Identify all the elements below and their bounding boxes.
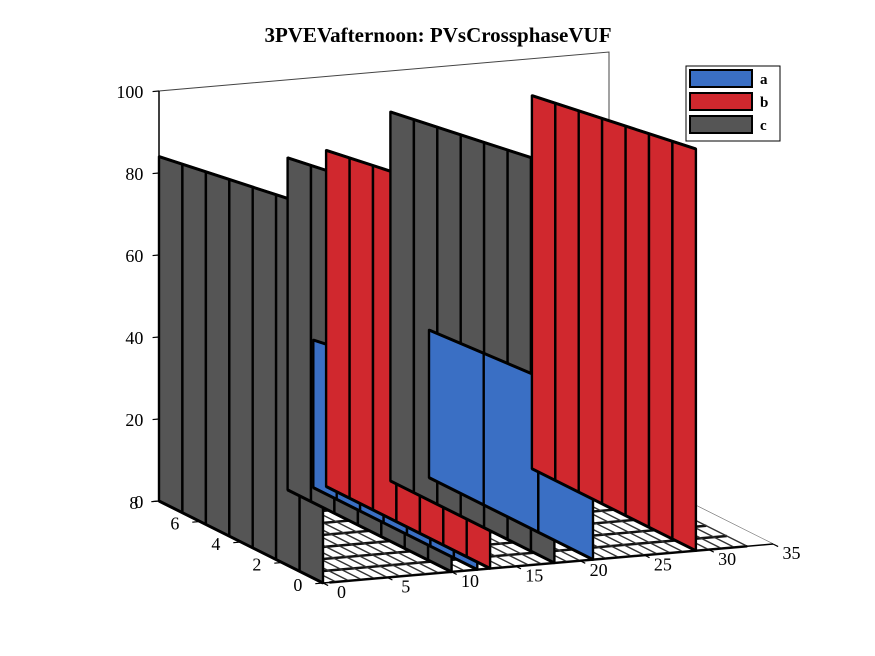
ribbon-base-b xyxy=(325,485,491,570)
ribbon-strip-b xyxy=(348,156,375,512)
x-tick-mark xyxy=(387,576,393,581)
x-tick-label: 25 xyxy=(654,554,672,574)
y-tick-label: 2 xyxy=(252,554,261,574)
x-tick-label: 10 xyxy=(461,571,479,591)
x-tick-mark xyxy=(644,554,650,559)
ribbon-strip-b xyxy=(577,109,604,505)
y-tick-label: 8 xyxy=(129,493,138,513)
y-tick-mark xyxy=(192,520,201,523)
ribbon-top-c xyxy=(389,110,555,167)
ribbon-base-a xyxy=(312,486,478,571)
legend-swatch-a xyxy=(689,69,753,88)
ribbon-strip-c xyxy=(251,185,278,561)
ribbon-base-b xyxy=(531,467,697,553)
legend-label-c: c xyxy=(760,118,767,134)
x-axis-line xyxy=(322,543,774,584)
x-tick-label: 30 xyxy=(718,549,736,569)
x-tick-label: 0 xyxy=(337,582,346,602)
z-tick-label: 20 xyxy=(125,410,143,430)
z-tick-mark xyxy=(152,418,160,421)
y-tick-mark xyxy=(233,541,242,544)
ribbon-strip-a xyxy=(482,352,540,534)
z-tick-mark xyxy=(152,90,160,93)
x-tick-mark xyxy=(322,582,329,587)
z-tick-mark xyxy=(152,336,160,339)
z-tick-label: 0 xyxy=(134,492,143,512)
z-tick-mark xyxy=(152,172,160,175)
ribbon-base-c xyxy=(389,479,556,565)
ribbon-strip-c xyxy=(389,110,416,494)
legend: abc xyxy=(685,65,781,142)
ribbon-base-a xyxy=(428,476,594,561)
legend-swatch-b xyxy=(689,92,753,111)
y-tick-mark xyxy=(274,561,283,564)
x-tick-label: 5 xyxy=(401,577,410,597)
z-tick-label: 80 xyxy=(125,164,143,184)
ribbon-strip-c xyxy=(204,170,231,538)
x-tick-label: 35 xyxy=(782,543,800,563)
legend-label-b: b xyxy=(760,95,768,111)
ribbon-strip-b xyxy=(530,94,557,482)
ribbon-strip-c xyxy=(181,162,208,526)
ribbon-strip-b xyxy=(647,132,674,541)
ribbon-base-c xyxy=(286,488,453,574)
x-tick-mark xyxy=(515,565,522,570)
z-tick-label: 40 xyxy=(125,328,143,348)
legend-swatch-c xyxy=(689,115,753,134)
plot-area xyxy=(157,94,698,585)
legend-label-a: a xyxy=(760,72,768,88)
z-tick-label: 100 xyxy=(116,82,143,102)
ribbon-strip-b xyxy=(554,101,580,494)
ribbon-strip-b xyxy=(600,117,627,517)
x-tick-mark xyxy=(451,571,457,575)
x-tick-mark xyxy=(708,549,715,553)
y-tick-label: 6 xyxy=(170,513,179,533)
axes xyxy=(151,90,779,587)
ribbon-strip-b xyxy=(624,124,651,529)
ribbon-strip-a xyxy=(427,328,485,507)
x-tick-mark xyxy=(579,560,586,564)
ribbon-strip-c xyxy=(228,178,254,550)
ribbon-strip-c xyxy=(157,155,184,514)
x-tick-mark xyxy=(772,543,779,548)
y-tick-label: 0 xyxy=(293,575,302,595)
chart-title: 3PVEVafternoon: PVsCrossphaseVUF xyxy=(264,23,611,47)
x-tick-label: 20 xyxy=(590,560,608,580)
z-tick-mark xyxy=(152,500,160,503)
ribbon-top-b xyxy=(531,94,697,151)
ribbon-strip-b xyxy=(671,140,698,552)
ribbon-series-b xyxy=(530,94,698,553)
z-tick-mark xyxy=(152,254,160,257)
z-tick-label: 60 xyxy=(125,246,143,266)
y-tick-mark xyxy=(315,582,324,585)
ribbon-strip-b xyxy=(324,149,351,500)
x-tick-label: 15 xyxy=(525,566,543,586)
ribbon-strip-c xyxy=(286,156,313,503)
y-tick-label: 4 xyxy=(211,534,220,554)
